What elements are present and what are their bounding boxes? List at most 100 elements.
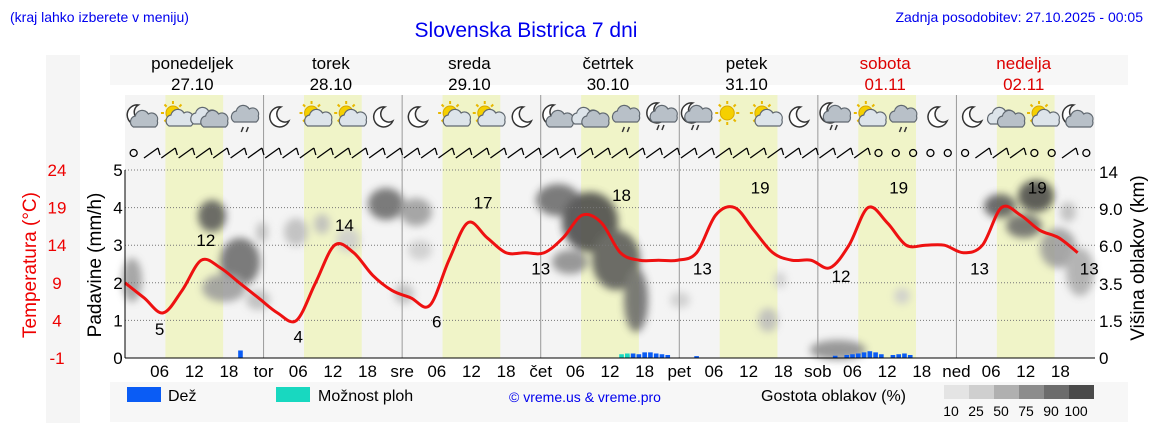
night-cloud-icon [126, 104, 159, 128]
wind-barb [264, 147, 280, 159]
x-tick-label: 12 [739, 362, 758, 381]
cloud-shape [477, 108, 506, 127]
moon-icon [788, 106, 811, 128]
sun-ray [732, 103, 737, 108]
wind-barb [715, 147, 730, 159]
credit-link[interactable]: © vreme.us & vreme.pro [509, 389, 661, 405]
sun-ray [302, 103, 306, 108]
rain-bar [902, 353, 907, 358]
sun-ray [752, 103, 757, 108]
temperature-value-label: 13 [1080, 260, 1099, 279]
temperature-tick-label: 14 [48, 236, 67, 255]
cloud-density-legend-label: Gostota oblakov (%) [761, 388, 906, 405]
temperature-value-label: 13 [693, 260, 712, 279]
wind-barb [316, 147, 332, 159]
moon-shape [961, 106, 984, 128]
day-labels: ponedeljek 27.10 torek 28.10 sreda 29.10 četrt… [151, 54, 1052, 94]
precipitation-tick-label: 2 [113, 274, 122, 293]
wind-barb [836, 147, 852, 159]
wind-barb-flag [521, 147, 525, 156]
precipitation-tick-label: 5 [113, 161, 122, 180]
temperature-value-label: 13 [531, 260, 550, 279]
wind-barb-flag [209, 147, 213, 156]
x-tick-labels: 06 12 18 tor 06 12 18 sre 06 12 18 čet 06 12 18 pet 06 12… [150, 362, 1070, 381]
precipitation-tick-label: 4 [113, 199, 122, 218]
x-tick-label: 18 [358, 362, 377, 381]
showers-legend-swatch [276, 387, 310, 402]
temperature-axis-title: Temperatura (°C) [20, 192, 41, 338]
rain-cloud-icon [889, 104, 918, 133]
night-cloud-icon [542, 104, 574, 128]
x-tick-label: 18 [912, 362, 931, 381]
chart-title: Slovenska Bistrica 7 dni [415, 19, 638, 42]
wind-calm [891, 148, 900, 158]
x-tick-label: ned [942, 362, 970, 381]
cloud-shape [754, 108, 783, 127]
wind-barb-flag [243, 147, 248, 156]
wind-barb [559, 147, 575, 159]
wind-barb-flag [226, 147, 230, 156]
day-name-label: nedelja [996, 54, 1051, 73]
wind-barb-flag [434, 147, 438, 156]
wind-barb-flag [192, 147, 196, 156]
wind-barb-flag [417, 147, 421, 156]
sun-cloud-icon [299, 101, 333, 127]
rain-drop [829, 124, 833, 131]
x-tick-label: 06 [150, 362, 169, 381]
temperature-line [124, 204, 1079, 324]
wind-barb [611, 147, 627, 159]
rain-drop [834, 124, 838, 131]
sun-ray [718, 103, 722, 108]
cloud-height-tick-label: 14 [1099, 163, 1118, 182]
weather-icons [126, 101, 1094, 133]
sun-ray [336, 103, 341, 108]
temperature-value-label: 5 [155, 320, 164, 339]
cloud-shape [304, 108, 333, 127]
cloud-shape [230, 104, 260, 123]
sun-ray [351, 103, 356, 108]
rain-drop [898, 126, 903, 133]
rain-drop [656, 124, 660, 131]
wind-barb [645, 147, 661, 159]
day-name-label: sobota [860, 54, 912, 73]
rain-bar [659, 354, 665, 358]
wind-barb [351, 147, 367, 159]
temperature-value-label: 12 [831, 267, 850, 286]
wind-barb [749, 147, 765, 159]
rain-bar [879, 354, 884, 358]
cloud-shape [338, 108, 368, 127]
sun-ray [455, 103, 460, 108]
wind-barb-flag [746, 147, 750, 156]
wind-barb-flag [642, 147, 646, 156]
x-tick-label: 18 [635, 362, 654, 381]
cloud-density-step-label: 90 [1043, 403, 1059, 419]
wind-barb-flag [503, 147, 508, 156]
cloud-height-tick-label: 1.5 [1099, 312, 1123, 331]
wind-barb [593, 147, 609, 159]
rain-bar [238, 350, 243, 358]
sun-cloud-icon [334, 101, 368, 127]
temperature-value-label: 4 [293, 327, 302, 346]
rain-bar [636, 354, 642, 358]
menu-hint[interactable]: (kraj lahko izberete v meniju) [10, 9, 189, 25]
moon-shape [373, 106, 395, 128]
cloud-shape [649, 104, 678, 123]
rain-drop [690, 124, 695, 131]
temperature-value-label: 19 [1028, 179, 1047, 198]
wind-barb [178, 147, 194, 159]
day-name-label: petek [726, 54, 768, 73]
rain-bar [694, 356, 699, 358]
x-tick-label: 18 [1051, 362, 1070, 381]
wind-barb [143, 147, 159, 159]
wind-barb-flag [590, 147, 594, 156]
wind-barb [767, 147, 782, 159]
x-tick-label: tor [254, 362, 274, 381]
cloud-density-swatch [1044, 385, 1069, 399]
rain-legend-swatch [127, 387, 161, 402]
left-axis-panel [46, 55, 80, 423]
rain-drop [626, 126, 631, 133]
day-date-label: 29.10 [448, 75, 491, 94]
day-date-label: 02.11 [1003, 75, 1044, 94]
cloud-density-step-label: 25 [968, 403, 984, 419]
cloud-shape [822, 104, 852, 123]
